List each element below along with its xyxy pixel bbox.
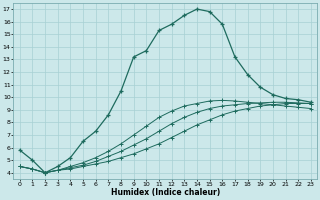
X-axis label: Humidex (Indice chaleur): Humidex (Indice chaleur) bbox=[111, 188, 220, 197]
